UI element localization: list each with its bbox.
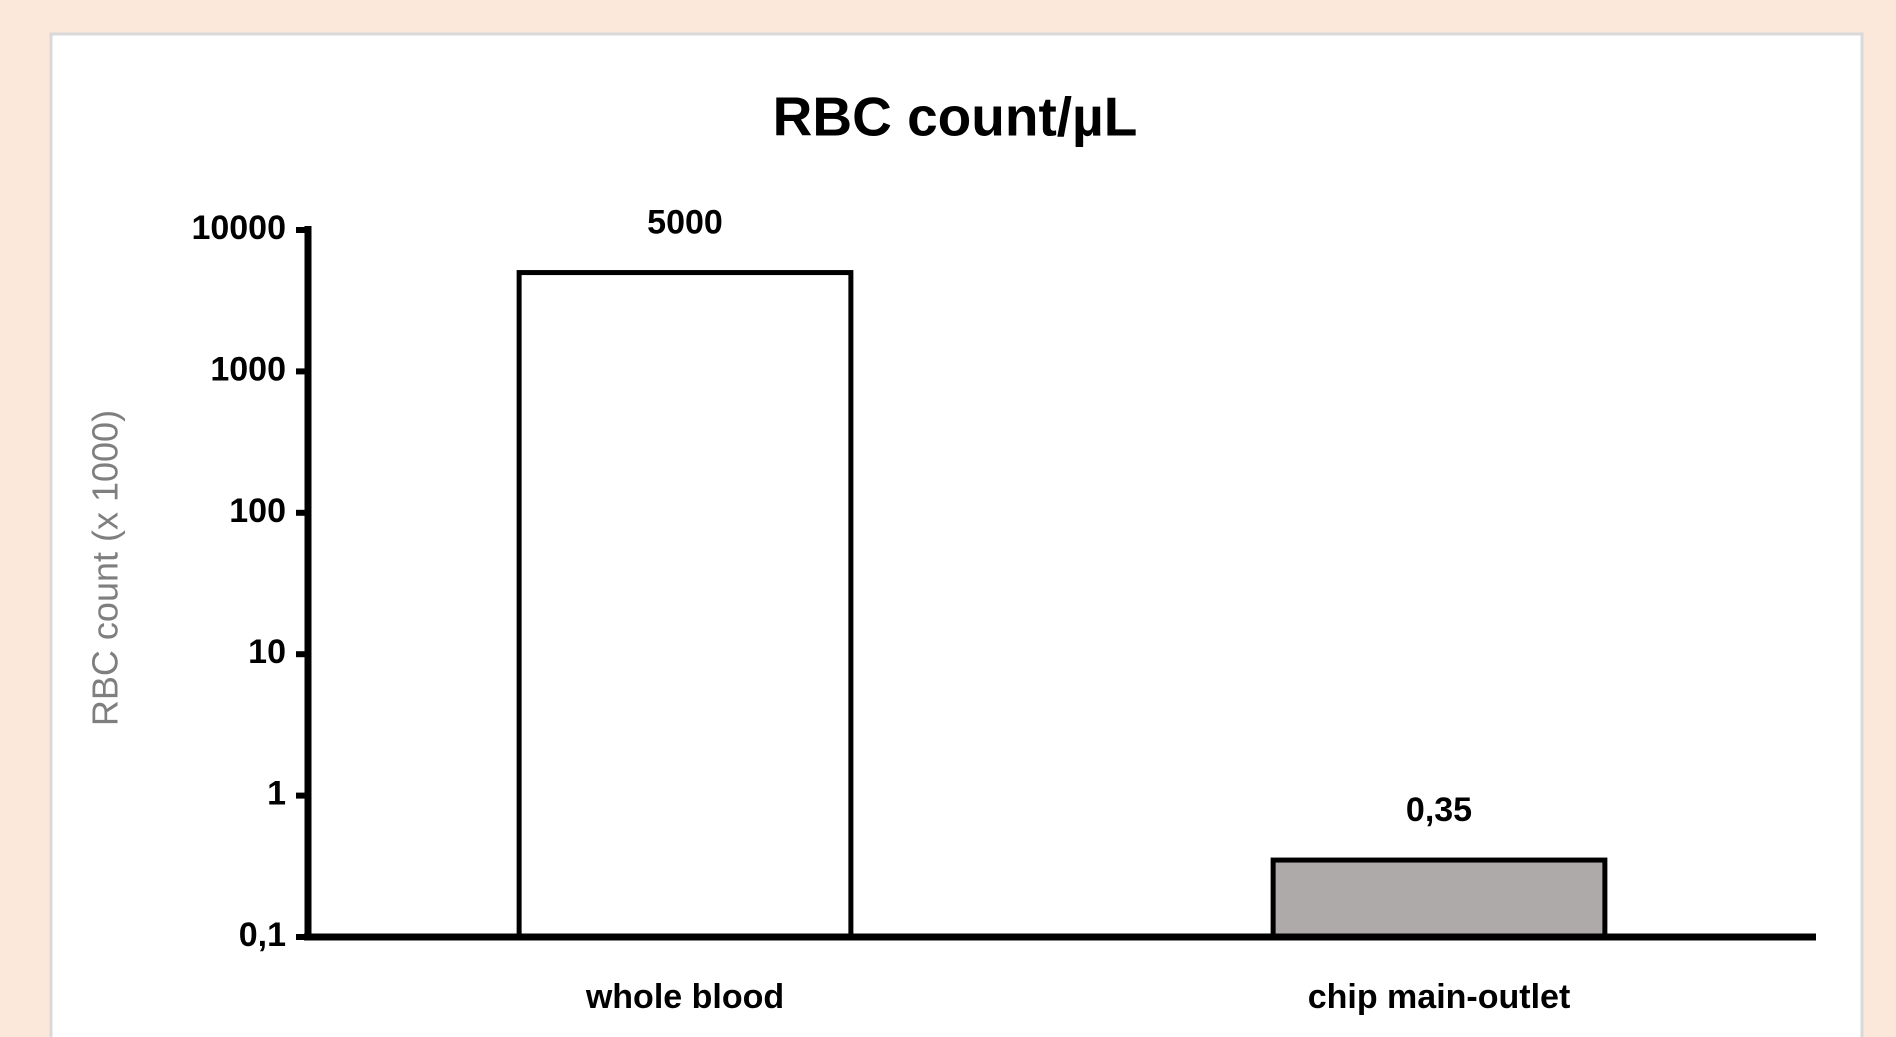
data-label: 0,35 [1406, 791, 1472, 829]
y-tick-label: 0,1 [239, 916, 286, 954]
x-tick-label: chip main-outlet [1308, 978, 1571, 1016]
bar [516, 270, 854, 940]
x-tick-label: whole blood [585, 978, 784, 1016]
y-axis-label: RBC count (x 1000) [85, 410, 126, 726]
data-label: 5000 [647, 204, 723, 242]
y-tick-label: 1000 [210, 350, 286, 388]
y-tick-label: 10000 [191, 209, 286, 247]
y-tick-label: 100 [229, 492, 286, 530]
chart-title: RBC count/µL [773, 86, 1138, 148]
bar [1270, 857, 1608, 940]
y-tick-label: 1 [267, 775, 286, 813]
y-tick-label: 10 [248, 633, 286, 671]
